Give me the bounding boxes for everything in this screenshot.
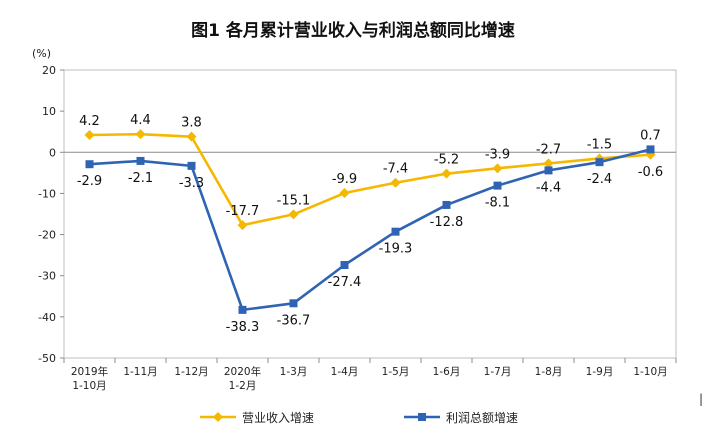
x-tick-label: 1-5月: [382, 366, 410, 378]
series-0-data-label: -3.9: [485, 147, 510, 162]
x-tick-label: 1-12月: [174, 366, 208, 378]
y-tick-label: -20: [38, 229, 56, 242]
series-1-point: [391, 227, 400, 236]
series-0-data-label: -0.6: [638, 165, 663, 180]
series-1-data-label: -36.7: [277, 313, 311, 328]
x-tick-label: 1-10月: [633, 366, 667, 378]
series-1-point: [187, 161, 196, 170]
y-axis-unit-label: (%): [32, 47, 52, 60]
series-1-data-label: -2.4: [587, 172, 612, 187]
series-0-data-label: -2.7: [536, 142, 561, 157]
series-1-point: [595, 158, 604, 167]
series-1-data-label: -2.9: [77, 174, 102, 189]
series-1-data-label: -38.3: [226, 320, 260, 335]
series-0-point: [288, 209, 299, 220]
series-0-point: [135, 129, 146, 140]
series-1-data-label: -2.1: [128, 171, 153, 186]
series-1-data-label: -19.3: [379, 242, 413, 257]
series-1-point: [340, 261, 349, 270]
series-1-data-label: -27.4: [328, 275, 362, 290]
series-line-1: [89, 148, 651, 312]
y-tick-label: -50: [38, 352, 56, 365]
chart-title: 图1 各月累计营业收入与利润总额同比增速: [191, 21, 515, 41]
x-tick-label: 2020年: [224, 365, 261, 378]
series-1-data-label: 0.7: [640, 128, 661, 143]
legend-label-profit: 利润总额增速: [446, 410, 519, 425]
series-0-data-label: -17.7: [226, 204, 260, 219]
series-0-point: [492, 163, 503, 174]
legend-swatch-revenue: [200, 412, 236, 422]
legend-item-profit: 利润总额增速: [404, 408, 518, 426]
plot-area-frame: [63, 69, 677, 359]
series-0-point: [441, 168, 452, 179]
y-tick-label: -30: [38, 270, 56, 283]
series-0-data-label: -9.9: [332, 172, 357, 187]
y-tick-label: 0: [49, 146, 56, 159]
y-tick-label: 10: [42, 105, 56, 118]
cursor-mark: |: [699, 392, 704, 406]
series-1-data-label: -3.3: [179, 176, 204, 191]
series-0-data-label: -7.4: [383, 162, 408, 177]
x-tick-label: 1-2月: [229, 380, 257, 392]
series-1-point: [493, 181, 502, 190]
legend-item-revenue: 营业收入增速: [200, 408, 314, 426]
series-0-point: [390, 177, 401, 188]
series-1-point: [136, 156, 145, 165]
series-0-point: [339, 188, 350, 199]
x-tick-label: 1-6月: [433, 366, 461, 378]
series-0-point: [237, 220, 248, 231]
series-0-point: [543, 158, 554, 169]
x-tick-label: 1-10月: [72, 380, 106, 392]
x-tick-label: 2019年: [71, 365, 108, 378]
series-1-data-label: -8.1: [485, 196, 510, 211]
series-1-data-label: -12.8: [430, 215, 464, 230]
y-tick-label: 20: [42, 64, 56, 77]
series-1-point: [544, 166, 553, 175]
series-1-data-label: -4.4: [536, 180, 561, 195]
series-1-point: [238, 305, 247, 314]
series-0-data-label: 4.2: [79, 114, 100, 129]
x-tick-label: 1-11月: [123, 366, 157, 378]
x-tick-label: 1-9月: [586, 366, 614, 378]
series-0-point: [186, 131, 197, 142]
series-1-point: [442, 200, 451, 209]
series-0-data-label: -15.1: [277, 193, 311, 208]
x-tick-label: 1-3月: [280, 366, 308, 378]
y-tick-label: -40: [38, 311, 56, 324]
x-tick-label: 1-8月: [535, 366, 563, 378]
series-1-point: [85, 160, 94, 169]
legend-swatch-profit: [404, 413, 440, 421]
series-0-data-label: 4.4: [130, 113, 151, 128]
series-line-0: [89, 132, 651, 227]
x-tick-label: 1-7月: [484, 366, 512, 378]
legend-label-revenue: 营业收入增速: [242, 410, 315, 425]
series-0-data-label: -5.2: [434, 153, 459, 168]
x-tick-label: 1-4月: [331, 366, 359, 378]
series-1-point: [646, 145, 655, 154]
series-0-data-label: 3.8: [181, 116, 202, 131]
series-0-data-label: -1.5: [587, 137, 612, 152]
y-tick-label: -10: [38, 187, 56, 200]
series-0-point: [84, 130, 95, 141]
series-1-point: [289, 299, 298, 308]
